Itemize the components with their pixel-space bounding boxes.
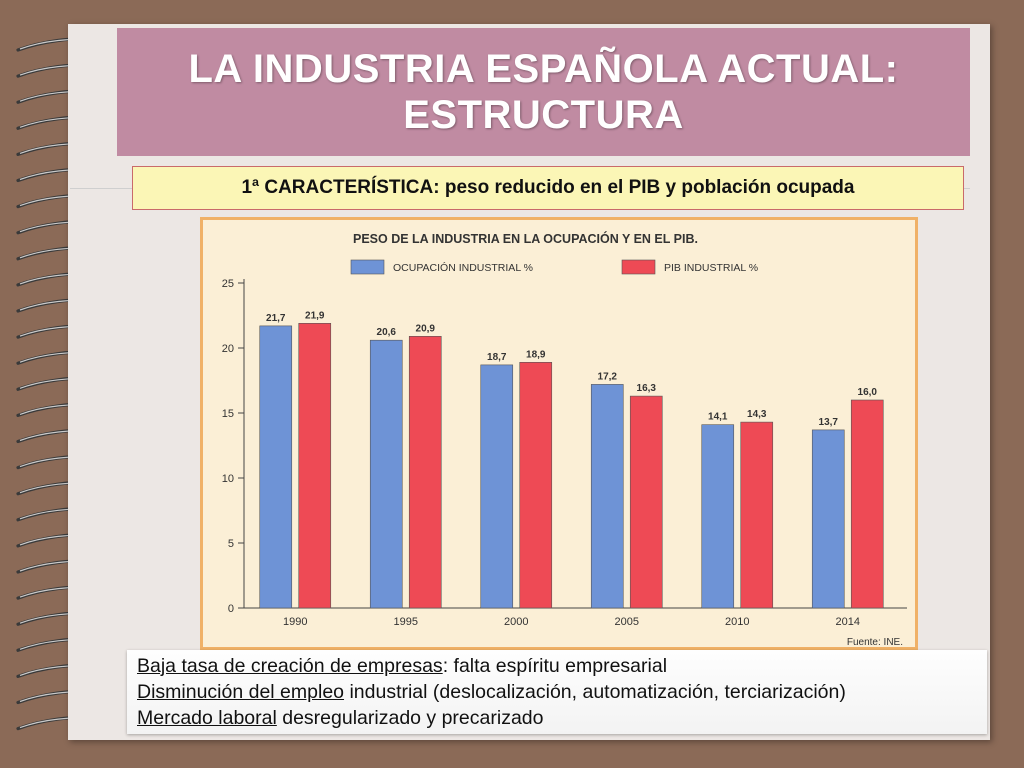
note-line-3: Mercado laboral desregularizado y precar… <box>137 705 987 731</box>
note-line-2: Disminución del empleo industrial (deslo… <box>137 679 987 705</box>
y-tick-label: 25 <box>222 278 234 290</box>
y-tick-label: 0 <box>228 603 234 615</box>
bar <box>369 339 403 609</box>
data-label: 20,9 <box>416 323 436 334</box>
y-tick-label: 10 <box>222 473 234 485</box>
bar <box>408 336 442 609</box>
legend-label-ocupacion: OCUPACIÓN INDUSTRIAL % <box>393 261 533 274</box>
note-3-text: desregularizado y precarizado <box>276 707 544 729</box>
legend-label-pib: PIB INDUSTRIAL % <box>664 262 758 274</box>
bar <box>740 421 774 609</box>
subtitle-box: 1ª CARACTERÍSTICA: peso reducido en el P… <box>132 166 964 210</box>
note-1-underlined: Baja tasa de creación de empresas <box>137 655 443 677</box>
note-2-underlined: Disminución del empleo <box>137 681 345 703</box>
x-tick-label: 2014 <box>836 616 860 628</box>
y-tick-label: 15 <box>222 408 234 420</box>
legend-swatch-pib <box>621 259 656 275</box>
bar <box>850 399 884 609</box>
x-tick-label: 2005 <box>615 616 639 628</box>
slide-title: LA INDUSTRIA ESPAÑOLA ACTUAL: ESTRUCTURA <box>117 28 970 156</box>
bar <box>629 395 663 609</box>
data-label: 16,0 <box>858 387 878 398</box>
legend-swatch-ocupacion <box>350 259 385 275</box>
bar <box>811 429 845 609</box>
note-line-1: Baja tasa de creación de empresas: falta… <box>137 653 987 679</box>
data-label: 16,3 <box>637 383 657 394</box>
y-tick-label: 5 <box>228 538 234 550</box>
bar <box>480 364 514 609</box>
data-label: 13,7 <box>819 417 839 428</box>
x-tick-label: 1995 <box>394 616 418 628</box>
data-label: 18,7 <box>487 352 507 363</box>
note-2-text: industrial (deslocalización, automatizac… <box>344 681 846 703</box>
data-label: 20,6 <box>377 327 397 338</box>
bar <box>590 384 624 609</box>
data-label: 17,2 <box>598 371 618 382</box>
data-label: 18,9 <box>526 349 546 360</box>
data-label: 14,3 <box>747 409 767 420</box>
note-3-underlined: Mercado laboral <box>137 707 277 729</box>
data-label: 21,9 <box>305 310 325 321</box>
x-tick-label: 2000 <box>504 616 528 628</box>
note-1-text: : falta espíritu empresarial <box>442 655 668 677</box>
bar <box>259 325 293 609</box>
chart-title: PESO DE LA INDUSTRIA EN LA OCUPACIÓN Y E… <box>353 231 698 246</box>
bar <box>298 323 332 609</box>
notes-box: Baja tasa de creación de empresas: falta… <box>127 650 987 734</box>
data-label: 21,7 <box>266 313 286 324</box>
y-tick-label: 20 <box>222 343 234 355</box>
data-label: 14,1 <box>708 412 728 423</box>
chart-panel: PESO DE LA INDUSTRIA EN LA OCUPACIÓN Y E… <box>200 217 918 650</box>
bar <box>519 362 553 609</box>
bar <box>701 424 735 609</box>
bar-chart: PESO DE LA INDUSTRIA EN LA OCUPACIÓN Y E… <box>222 231 907 647</box>
x-tick-label: 1990 <box>283 616 307 628</box>
title-line-2: ESTRUCTURA <box>403 93 684 137</box>
chart-source: Fuente: INE. <box>847 637 903 647</box>
x-tick-label: 2010 <box>725 616 749 628</box>
title-line-1: LA INDUSTRIA ESPAÑOLA ACTUAL: <box>188 47 899 91</box>
